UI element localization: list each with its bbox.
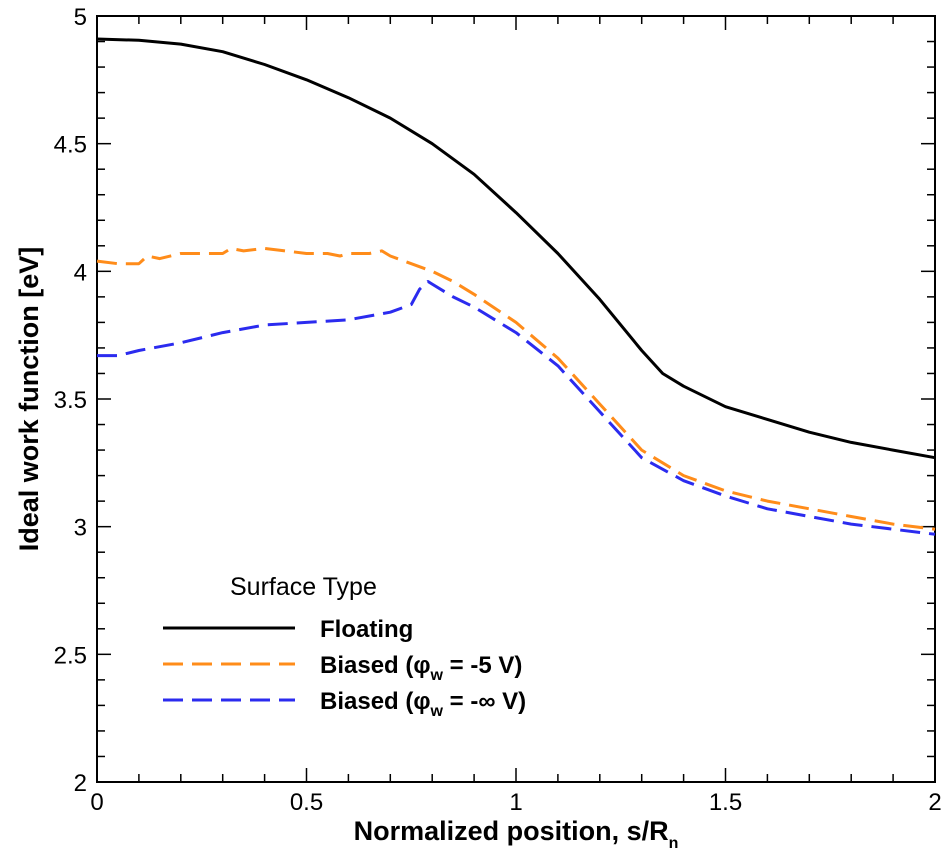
series-line-2: [96, 246, 936, 531]
y-tick-label: 4.5: [54, 132, 87, 159]
x-tick-label: 0: [90, 789, 103, 816]
y-tick-label: 2.5: [54, 642, 87, 669]
legend-label-3: Biased (φw = -∞ V): [320, 688, 526, 720]
x-tick-label: 0.5: [290, 789, 323, 816]
legend: Surface Type Floating Biased (φw = -5 V) B…: [163, 573, 526, 720]
y-tick-label: 3.5: [54, 387, 87, 414]
y-tick-label: 5: [74, 4, 87, 31]
tick-labels: 0 0.5 1 1.5 2 2 2.5 3 3.5 4 4.5 5: [54, 4, 942, 816]
x-axis-title: Normalized position, s/Rn: [354, 816, 679, 852]
y-axis-title: Ideal work function [eV]: [14, 247, 44, 552]
x-tick-label: 1.5: [709, 789, 742, 816]
series-line-1: [96, 37, 936, 460]
axis-ticks: [96, 15, 936, 783]
series-line-3: [97, 280, 936, 536]
legend-title: Surface Type: [230, 573, 377, 601]
y-tick-label: 4: [74, 259, 87, 286]
series-layer: [96, 37, 936, 536]
legend-label-2: Biased (φw = -5 V): [320, 652, 522, 684]
x-tick-label: 1: [509, 789, 522, 816]
legend-label-1: Floating: [320, 616, 413, 643]
y-tick-label: 2: [74, 770, 87, 797]
y-tick-label: 3: [74, 515, 87, 542]
x-tick-label: 2: [928, 789, 941, 816]
